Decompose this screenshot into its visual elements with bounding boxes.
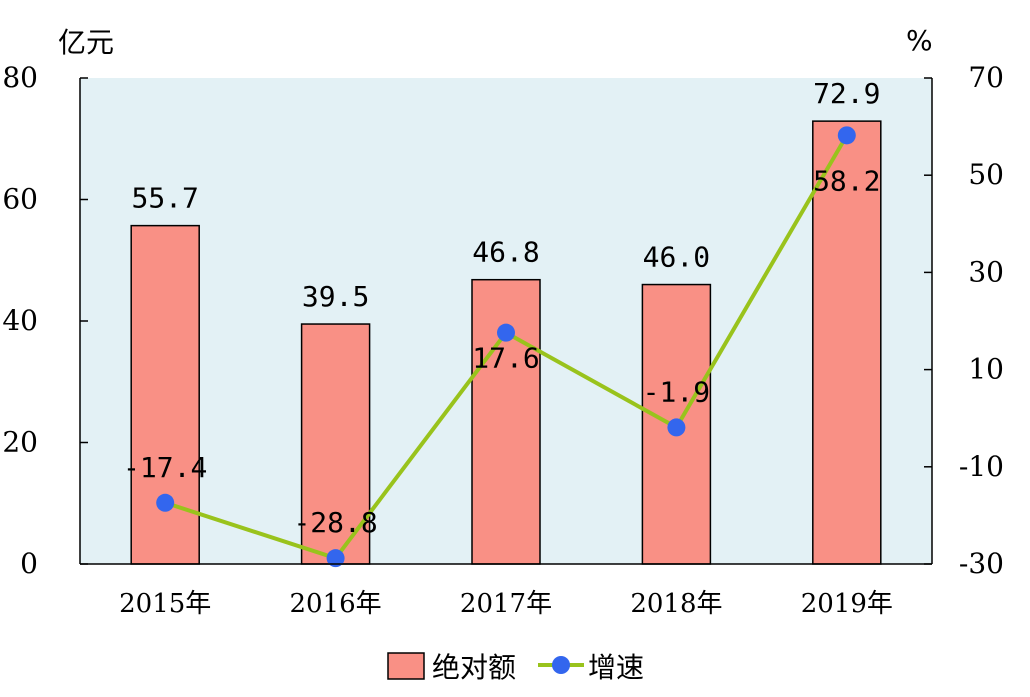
right-tick-label: 70 <box>968 61 1004 94</box>
growth-value-label: -28.8 <box>293 506 377 539</box>
right-tick-label: 50 <box>968 158 1004 191</box>
bar <box>300 323 371 565</box>
left-axis-unit: 亿元 <box>58 26 114 59</box>
right-tick-label: 30 <box>968 255 1004 288</box>
growth-value-label: 58.2 <box>813 164 880 197</box>
right-axis-ticks: -30 -10 10 30 50 70 <box>924 61 1004 580</box>
right-tick-label: 10 <box>968 353 1004 386</box>
legend-bar-swatch <box>387 652 425 680</box>
left-tick-label: 40 <box>2 304 38 337</box>
growth-point <box>667 418 686 437</box>
growth-value-label: -17.4 <box>123 451 207 484</box>
left-tick-label: 80 <box>2 61 38 94</box>
bar-value-label: 39.5 <box>302 280 369 313</box>
bar-value-label: 72.9 <box>813 77 880 110</box>
growth-point <box>326 549 345 568</box>
growth-point <box>497 323 515 342</box>
bar <box>130 224 200 565</box>
x-tick-label: 2017年 <box>460 589 552 619</box>
line-data-labels: -17.4 -28.8 17.6 -1.9 58.2 <box>123 164 880 539</box>
left-tick-label: 60 <box>2 183 38 216</box>
legend-bar-label: 绝对额 <box>432 651 516 684</box>
x-tick-label: 2015年 <box>119 589 211 619</box>
x-tick-label: 2018年 <box>630 589 722 619</box>
left-tick-label: 0 <box>20 547 38 580</box>
growth-value-label: -1.9 <box>643 375 710 408</box>
bar-data-labels: 55.7 39.5 46.8 46.0 72.9 <box>131 77 880 313</box>
line-series <box>156 126 856 568</box>
bar <box>471 278 541 565</box>
bar-value-label: 46.8 <box>472 236 539 269</box>
bar-value-label: 55.7 <box>131 182 198 215</box>
legend-line-marker <box>552 656 570 674</box>
legend-line-label: 增速 <box>588 651 644 684</box>
growth-point <box>837 126 856 145</box>
x-tick-label: 2019年 <box>801 589 893 619</box>
x-tick-label: 2016年 <box>290 589 382 619</box>
x-axis-labels: 2015年 2016年 2017年 2018年 2019年 <box>119 589 893 619</box>
legend: 绝对额 增速 <box>387 651 644 684</box>
growth-point <box>156 493 175 512</box>
bar-value-label: 46.0 <box>643 241 710 274</box>
right-tick-label: -30 <box>959 547 1004 580</box>
right-tick-label: -10 <box>959 450 1004 483</box>
right-axis-unit: % <box>906 24 933 57</box>
growth-value-label: 17.6 <box>472 342 539 375</box>
left-tick-label: 20 <box>2 426 38 459</box>
left-axis-ticks: 0 20 40 60 80 <box>2 61 88 580</box>
